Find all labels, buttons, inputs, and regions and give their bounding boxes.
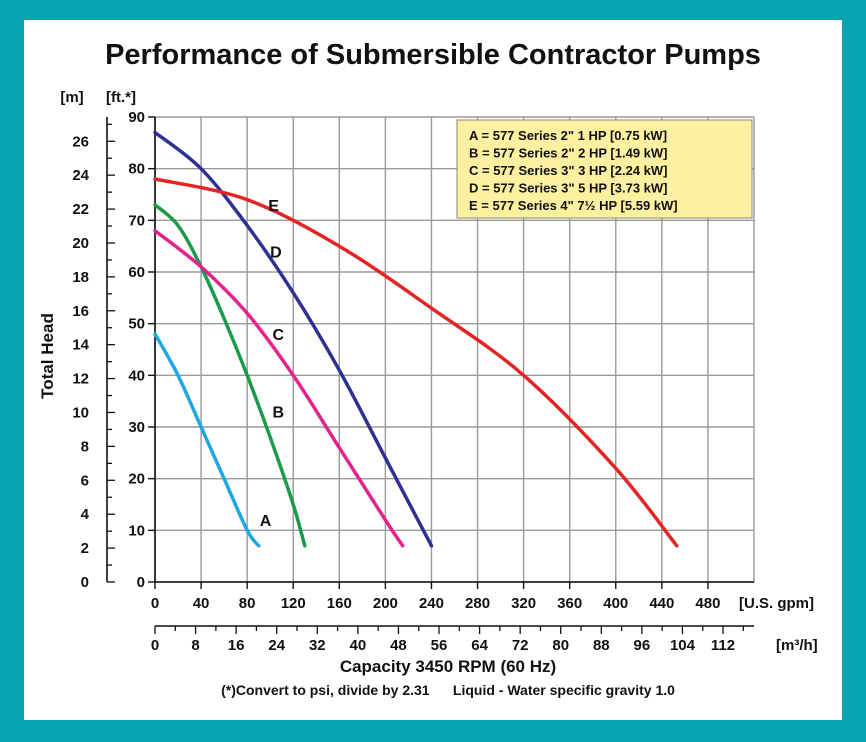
x-tick-m3h-label: 80	[552, 637, 569, 654]
x-ticks-gpm: 0 40 80 120 160 200 240 280 320 360 400 440 480	[151, 582, 720, 612]
x-tick-m3h-label: 104	[670, 637, 696, 654]
y-tick-m-label: 12	[72, 371, 89, 388]
curve-labels: A B C D E	[260, 198, 285, 530]
y-tick-ft-label: 80	[128, 161, 145, 178]
x-tick-m3h-label: 88	[593, 637, 610, 654]
x-tick-gpm-label: 440	[649, 595, 674, 612]
y-units-right: [ft.*]	[106, 89, 136, 106]
x-tick-gpm-label: 280	[465, 595, 490, 612]
legend-box	[456, 119, 753, 219]
x-tick-gpm-label: 80	[239, 595, 256, 612]
curve-e	[153, 177, 679, 548]
x-tick-m3h-label: 72	[512, 637, 529, 654]
y-tick-m-label: 16	[72, 303, 89, 320]
y-tick-ft-label: 40	[128, 367, 145, 384]
y-tick-m-label: 22	[72, 201, 89, 218]
x-tick-gpm-label: 400	[603, 595, 628, 612]
curve-label-d: D	[270, 244, 282, 261]
axes	[106, 117, 754, 627]
x-ticks-m3h: 0 8 16 24 32 40 48 56 64 72 80 88 96 104 112	[151, 626, 744, 654]
x-tick-m3h-label: 48	[390, 637, 407, 654]
legend-entry: A = 577 Series 2" 1 HP [0.75 kW]	[469, 128, 667, 143]
y-tick-m-label: 10	[72, 404, 89, 421]
y-tick-ft-label: 50	[128, 316, 145, 333]
y-tick-m-label: 2	[81, 540, 89, 557]
x-tick-m3h-label: 16	[228, 637, 245, 654]
legend-entry: D = 577 Series 3" 5 HP [3.73 kW]	[469, 181, 668, 196]
y-tick-ft-label: 70	[128, 212, 145, 229]
y-tick-ft-label: 20	[128, 471, 145, 488]
legend-entry: E = 577 Series 4" 7½ HP [5.59 kW]	[469, 198, 678, 213]
curve-c	[153, 228, 405, 548]
x-tick-m3h-label: 56	[431, 637, 448, 654]
x-tick-gpm-label: 160	[327, 595, 352, 612]
x-tick-m3h-label: 96	[634, 637, 651, 654]
y-tick-m-label: 8	[81, 438, 89, 455]
y-tick-m-label: 26	[72, 133, 89, 150]
y-units-left: [m]	[60, 89, 83, 106]
x-units-bottom: [m³/h]	[776, 637, 818, 654]
footnote: (*)Convert to psi, divide by 2.31 Liquid…	[221, 682, 675, 698]
curve-label-a: A	[260, 513, 272, 530]
x-units-top: [U.S. gpm]	[739, 595, 814, 612]
chart-title: Performance of Submersible Contractor Pu…	[105, 39, 761, 71]
legend-entry: C = 577 Series 3" 3 HP [2.24 kW]	[469, 163, 668, 178]
x-tick-gpm-label: 120	[281, 595, 306, 612]
chart-panel: Performance of Submersible Contractor Pu…	[24, 20, 842, 720]
y-tick-m-label: 0	[81, 574, 89, 591]
x-tick-m3h-label: 64	[471, 637, 488, 654]
y-tick-ft-label: 10	[128, 522, 145, 539]
x-tick-gpm-label: 360	[557, 595, 582, 612]
curve-a	[153, 332, 261, 548]
y-tick-m-label: 18	[72, 269, 89, 286]
legend-entry: B = 577 Series 2" 2 HP [1.49 kW]	[469, 146, 668, 161]
x-tick-gpm-label: 480	[695, 595, 720, 612]
x-tick-gpm-label: 0	[151, 595, 159, 612]
y-tick-m-label: 4	[81, 506, 90, 523]
x-tick-m3h-label: 0	[151, 637, 159, 654]
y-axis-label: Total Head	[38, 313, 57, 399]
curve-label-c: C	[272, 327, 284, 344]
x-tick-gpm-label: 240	[419, 595, 444, 612]
x-tick-gpm-label: 320	[511, 595, 536, 612]
x-tick-m3h-label: 112	[711, 637, 735, 654]
legend: A = 577 Series 2" 1 HP [0.75 kW] B = 577 …	[456, 119, 753, 219]
y-tick-ft-label: 60	[128, 264, 145, 281]
y-tick-m-label: 24	[72, 167, 89, 184]
x-tick-gpm-label: 200	[373, 595, 398, 612]
pump-curves	[153, 130, 679, 548]
x-tick-m3h-label: 8	[191, 637, 199, 654]
x-tick-m3h-label: 40	[350, 637, 367, 654]
y-tick-m-label: 20	[72, 235, 89, 252]
curve-label-b: B	[272, 405, 284, 422]
x-tick-m3h-label: 32	[309, 637, 326, 654]
y-ticks-ft: 0 10 20 30 40 50 60 70 80 90	[128, 109, 155, 591]
y-tick-ft-label: 0	[137, 574, 145, 591]
curve-d	[153, 130, 434, 548]
y-tick-ft-label: 30	[128, 419, 145, 436]
y-tick-m-label: 14	[72, 337, 89, 354]
performance-chart: Performance of Submersible Contractor Pu…	[38, 39, 818, 698]
curve-label-e: E	[268, 198, 279, 215]
y-tick-m-label: 6	[81, 472, 89, 489]
y-tick-ft-label: 90	[128, 109, 145, 126]
x-axis-label: Capacity 3450 RPM (60 Hz)	[340, 657, 556, 676]
x-tick-gpm-label: 40	[193, 595, 210, 612]
curve-b	[153, 203, 307, 548]
x-tick-m3h-label: 24	[268, 637, 285, 654]
